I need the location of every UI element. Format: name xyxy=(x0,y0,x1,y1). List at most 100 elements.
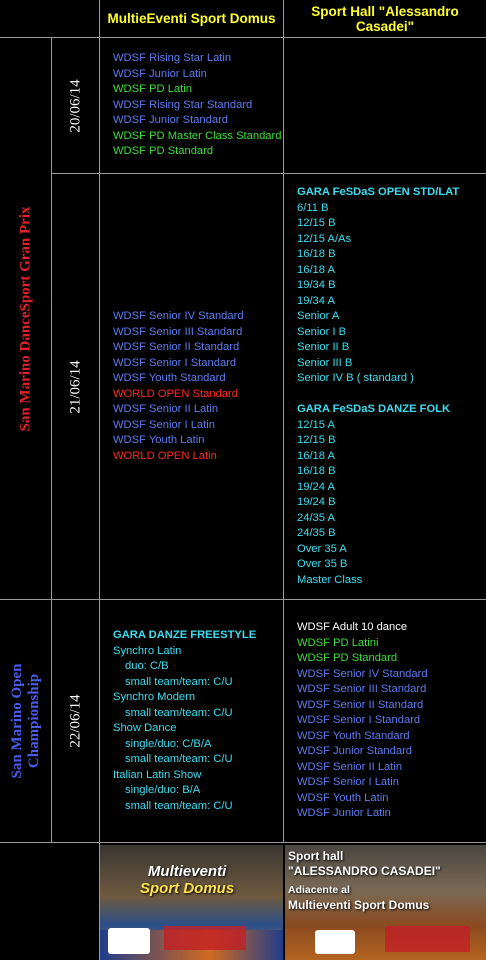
schedule-subitem: small team/team: C/U xyxy=(125,799,233,812)
schedule-item: WDSF Senior II Standard xyxy=(297,698,424,711)
item-group: WDSF Adult 10 dance WDSF PD Latini WDSF PD… xyxy=(297,620,486,822)
schedule-cell: WDSF Rising Star Latin WDSF Junior Latin W… xyxy=(100,38,284,174)
caption-line: Multieventi xyxy=(147,863,227,880)
schedule-cell xyxy=(284,38,486,174)
date: 21/06/14 xyxy=(67,359,83,414)
banner xyxy=(164,926,246,950)
schedule-item: 16/18 A xyxy=(297,449,335,462)
caption-line: Adiacente al xyxy=(288,884,350,896)
schedule-item: WDSF Junior Standard xyxy=(297,745,413,758)
event-name: San Marino DanceSport Gran Prix xyxy=(17,206,33,431)
schedule-item: WDSF Senior II Standard xyxy=(113,341,240,353)
item-group: GARA FeSDaS OPEN STD/LAT 6/11 B 12/15 B 12/… xyxy=(297,185,486,387)
schedule-item: WDSF Senior II Latin xyxy=(113,403,219,415)
corner xyxy=(0,0,100,38)
schedule-item: WDSF Senior III Standard xyxy=(113,325,243,338)
logo xyxy=(108,928,150,954)
schedule-item: Senior A xyxy=(297,310,340,322)
schedule-item: WDSF Youth Latin xyxy=(297,791,389,804)
schedule-item: GARA DANZE FREESTYLE xyxy=(113,629,257,641)
date-cell: 21/06/14 xyxy=(52,174,100,600)
schedule-item: Italian Latin Show xyxy=(113,768,202,781)
event-cell: San Marino Open Championship xyxy=(0,600,52,843)
column-header: MultieEventi Sport Domus xyxy=(100,0,284,38)
item-group: WDSF Senior IV Standard WDSF Senior III S… xyxy=(113,309,283,464)
venue-image: Sport hall "ALESSANDRO CASADEI" Adiacent… xyxy=(285,845,486,960)
schedule-cell: GARA DANZE FREESTYLE Synchro Latin duo: C/… xyxy=(100,600,284,843)
caption-line: Sport hall xyxy=(288,849,344,863)
event-cell: San Marino DanceSport Gran Prix xyxy=(0,38,52,600)
schedule-item: WDSF Youth Latin xyxy=(113,434,205,446)
schedule-item: WDSF Senior I Latin xyxy=(297,776,399,789)
schedule-item: WDSF Senior I Standard xyxy=(297,714,421,727)
schedule-item: WDSF Youth Standard xyxy=(113,372,226,384)
schedule-item: WDSF PD Standard xyxy=(297,652,398,665)
schedule-item: Senior I B xyxy=(297,325,347,338)
schedule-item: Senior III B xyxy=(297,356,353,369)
date-cell: 20/06/14 xyxy=(52,38,100,174)
caption-line: Multieventi Sport Domus xyxy=(288,898,430,912)
schedule-item: WDSF Rising Star Standard xyxy=(113,98,253,111)
schedule-item: WDSF Senior II Latin xyxy=(297,760,403,773)
schedule-item: 19/24 A xyxy=(297,480,335,493)
schedule-item: WDSF Rising Star Latin xyxy=(113,52,232,65)
item-group: GARA DANZE FREESTYLE Synchro Latin duo: C/… xyxy=(113,628,283,814)
schedule-item: 24/35 A xyxy=(297,511,335,524)
schedule-item: WDSF Junior Latin xyxy=(297,807,391,820)
schedule-item: WDSF Adult 10 dance xyxy=(297,621,408,634)
schedule-item: Senior IV B ( standard ) xyxy=(297,372,414,384)
item-group: WDSF Rising Star Latin WDSF Junior Latin W… xyxy=(113,51,283,160)
schedule-item: WORLD OPEN Standard xyxy=(113,387,238,400)
schedule-item: WDSF Senior IV Standard xyxy=(113,310,244,322)
schedule-subitem: small team/team: C/U xyxy=(125,706,233,719)
schedule-item: Over 35 B xyxy=(297,558,348,570)
schedule-item: WDSF PD Master Class Standard xyxy=(113,129,282,142)
event-name: San Marino Open Championship xyxy=(8,663,42,779)
schedule-item: 12/15 A xyxy=(297,418,335,431)
schedule-item: 19/34 B xyxy=(297,279,336,291)
schedule-item: WDSF Youth Standard xyxy=(297,729,410,742)
date-cell: 22/06/14 xyxy=(52,600,100,843)
schedule-item: Synchro Modern xyxy=(113,691,196,703)
schedule-item: WDSF Senior III Standard xyxy=(297,683,427,696)
schedule-item: WDSF PD Latin xyxy=(113,83,192,96)
schedule-item: WDSF PD Standard xyxy=(113,145,214,158)
schedule-item: WDSF Senior IV Standard xyxy=(297,667,428,680)
schedule-item: 19/24 B xyxy=(297,496,336,508)
schedule-item: WDSF Senior I Latin xyxy=(113,418,215,431)
schedule-cell: WDSF Senior IV Standard WDSF Senior III S… xyxy=(100,174,284,600)
schedule-cell: GARA FeSDaS OPEN STD/LAT 6/11 B 12/15 B 12/… xyxy=(284,174,486,600)
caption-line: "ALESSANDRO CASADEI" xyxy=(288,864,441,878)
schedule-item: 12/15 B xyxy=(297,217,336,229)
image-caption: Multieventi Sport Domus xyxy=(140,863,234,897)
schedule-item: 16/18 B xyxy=(297,248,336,260)
schedule-subitem: small team/team: C/U xyxy=(125,675,233,688)
image-caption: Sport hall "ALESSANDRO CASADEI" Adiacent… xyxy=(288,849,441,913)
schedule-subitem: single/duo: B/A xyxy=(125,784,201,796)
column-header: Sport Hall "Alessandro Casadei" xyxy=(284,0,486,38)
caption-line: Sport Domus xyxy=(140,880,235,897)
schedule-item: GARA FeSDaS DANZE FOLK xyxy=(297,403,451,415)
schedule-item: 24/35 B xyxy=(297,527,336,539)
banner xyxy=(385,926,470,952)
schedule-item: WDSF Senior I Standard xyxy=(113,356,237,369)
schedule-subitem: small team/team: C/U xyxy=(125,753,233,765)
schedule-item: Master Class xyxy=(297,573,363,586)
schedule-item: Senior II B xyxy=(297,341,350,353)
schedule-subitem: single/duo: C/B/A xyxy=(125,737,212,750)
schedule-item: GARA FeSDaS OPEN STD/LAT xyxy=(297,186,460,198)
schedule-item: 12/15 B xyxy=(297,434,336,446)
date: 22/06/14 xyxy=(67,694,83,748)
schedule-item: 12/15 A/As xyxy=(297,232,352,245)
schedule-item: WORLD OPEN Latin xyxy=(113,449,217,462)
schedule-item: Show Dance xyxy=(113,722,177,734)
schedule-item: 16/18 A xyxy=(297,263,335,276)
schedule-item: WDSF PD Latini xyxy=(297,636,379,649)
schedule-item: 19/34 A xyxy=(297,294,335,307)
item-group: GARA FeSDaS DANZE FOLK 12/15 A 12/15 B 16/1… xyxy=(297,402,486,588)
logo xyxy=(315,930,355,954)
empty-cell xyxy=(0,843,100,960)
schedule-item: WDSF Junior Latin xyxy=(113,67,207,80)
schedule-item: 16/18 B xyxy=(297,465,336,477)
